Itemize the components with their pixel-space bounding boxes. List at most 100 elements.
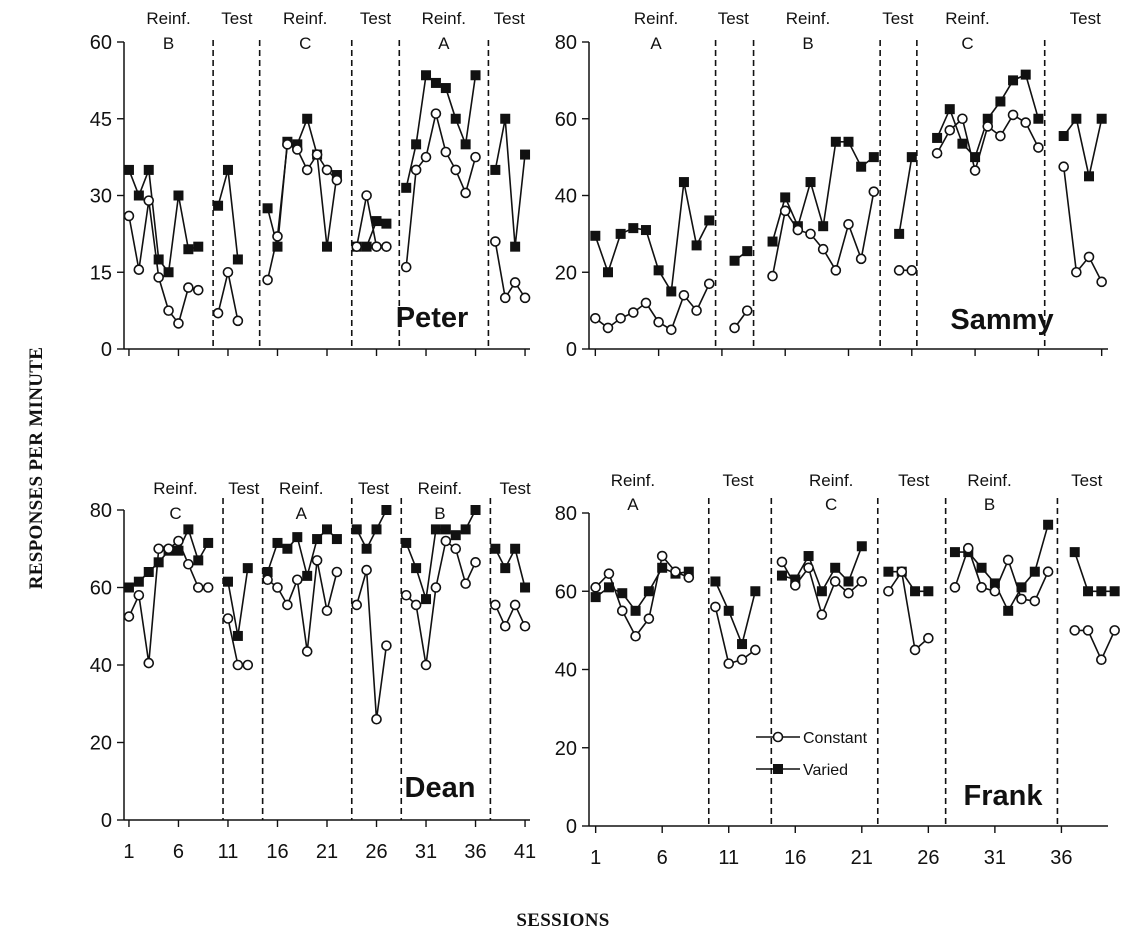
data-point-constant	[440, 146, 452, 158]
series-constant	[590, 109, 1107, 336]
data-point-constant	[212, 307, 224, 319]
data-point-varied	[1008, 75, 1019, 86]
data-point-varied	[381, 505, 392, 515]
phase-label: Test	[358, 479, 389, 498]
data-point-constant	[603, 568, 615, 579]
x-tick-label: 26	[917, 847, 939, 869]
data-point-constant	[143, 195, 155, 206]
data-point-varied	[302, 113, 313, 124]
phase-label: Test	[898, 471, 929, 490]
data-point-varied	[262, 203, 273, 214]
data-point-constant	[670, 566, 681, 577]
x-tick-label: 31	[415, 841, 437, 863]
data-point-varied	[520, 149, 531, 160]
data-point-constant	[163, 305, 174, 316]
data-point-constant	[691, 305, 702, 316]
data-point-constant	[615, 312, 626, 324]
data-point-constant	[640, 297, 652, 309]
data-point-varied	[678, 177, 689, 188]
data-point-varied	[883, 566, 894, 577]
data-point-constant	[923, 632, 934, 644]
data-point-constant	[450, 164, 462, 176]
y-tick-label: 20	[90, 733, 112, 755]
data-point-varied	[910, 586, 921, 597]
data-point-varied	[421, 594, 432, 605]
series-line	[594, 181, 711, 294]
data-point-varied	[894, 228, 905, 239]
data-point-constant	[883, 585, 894, 597]
data-point-varied	[1029, 566, 1040, 577]
phase-condition: C	[169, 504, 181, 523]
data-point-varied	[351, 524, 362, 535]
data-point-constant	[653, 316, 664, 328]
y-tick-label: 40	[555, 660, 577, 682]
data-point-varied	[868, 152, 879, 163]
y-tick-label: 15	[90, 262, 112, 284]
data-point-varied	[923, 586, 934, 597]
y-tick-label: 60	[90, 32, 112, 54]
data-point-constant	[665, 324, 677, 336]
y-tick-label: 80	[555, 503, 577, 525]
series-line	[494, 602, 526, 629]
data-point-constant	[1016, 593, 1027, 605]
phase-label: Test	[722, 471, 753, 490]
data-point-varied	[856, 161, 867, 172]
data-point-varied	[710, 576, 721, 587]
data-point-constant	[450, 543, 462, 555]
data-point-varied	[691, 240, 702, 251]
data-point-varied	[203, 537, 214, 548]
data-point-constant	[410, 599, 422, 611]
data-point-varied	[723, 605, 734, 616]
data-point-constant	[153, 272, 164, 283]
x-tick-label: 16	[266, 841, 288, 863]
phase-label: Test	[221, 9, 252, 28]
data-point-constant	[470, 151, 481, 163]
data-point-varied	[490, 543, 501, 554]
data-point-varied	[615, 228, 626, 239]
data-point-varied	[322, 524, 332, 535]
y-tick-label: 60	[90, 578, 112, 600]
data-point-constant	[989, 585, 1001, 597]
data-point-varied	[1043, 519, 1054, 530]
data-point-constant	[741, 305, 753, 316]
y-tick-label: 0	[101, 810, 112, 832]
series-line	[714, 581, 757, 647]
data-point-varied	[1071, 113, 1082, 124]
data-point-varied	[742, 246, 753, 257]
phase-label: Reinf.	[153, 479, 197, 498]
y-tick-label: 30	[90, 186, 112, 208]
data-point-varied	[1020, 69, 1031, 80]
series-line	[355, 569, 388, 720]
data-point-varied	[932, 132, 943, 143]
data-point-varied	[657, 562, 668, 573]
data-point-constant	[499, 292, 511, 304]
data-point-varied	[460, 139, 471, 150]
phase-label: Test	[1071, 471, 1102, 490]
data-point-constant	[683, 572, 695, 583]
phase-label: Reinf.	[279, 479, 323, 498]
data-point-constant	[590, 312, 601, 324]
y-tick-label: 40	[90, 655, 112, 677]
data-point-varied	[183, 244, 194, 255]
data-point-constant	[1042, 566, 1054, 577]
series-line	[887, 569, 929, 652]
phase-label: Test	[228, 479, 259, 498]
y-tick-label: 60	[555, 109, 577, 131]
series-line	[405, 539, 477, 666]
data-point-constant	[400, 589, 412, 601]
data-point-varied	[818, 221, 829, 232]
data-point-varied	[590, 592, 601, 603]
data-point-varied	[510, 241, 521, 252]
data-point-varied	[371, 524, 382, 535]
data-point-constant	[183, 282, 194, 293]
phase-condition: C	[825, 495, 837, 514]
data-point-varied	[450, 530, 461, 541]
data-point-constant	[173, 535, 184, 547]
data-point-constant	[499, 620, 511, 632]
data-point-varied	[411, 563, 422, 574]
data-point-varied	[262, 567, 273, 577]
data-point-varied	[193, 241, 204, 252]
data-point-constant	[282, 599, 293, 611]
data-point-varied	[460, 524, 471, 535]
